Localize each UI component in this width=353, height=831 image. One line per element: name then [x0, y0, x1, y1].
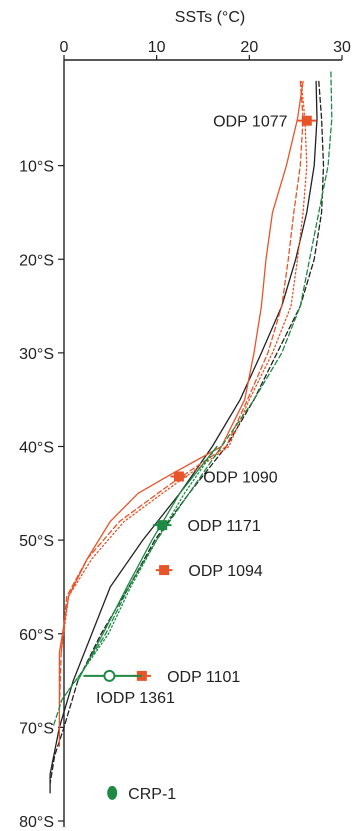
- series-line-4: [58, 80, 304, 710]
- odp-1077-label: ODP 1077: [213, 114, 288, 131]
- x-tick-label: 30: [333, 39, 351, 56]
- crp-1-label: CRP-1: [128, 786, 176, 803]
- site-crp-1: CRP-1: [107, 785, 176, 803]
- odp-1094-marker: [159, 565, 170, 576]
- series-line-5: [60, 80, 308, 654]
- y-tick-label: 10°S: [19, 159, 54, 176]
- y-tick-label: 80°S: [19, 814, 54, 831]
- series-line-6: [52, 71, 333, 729]
- site-iodp-1361: IODP 1361: [83, 669, 175, 707]
- y-axis: 10°S 20°S 30°S 40°S 50°S 60°S 70°S 80°S: [19, 60, 65, 831]
- site-odp-1077: ODP 1077: [213, 114, 317, 131]
- crp-1-marker: [107, 785, 118, 800]
- x-tick-label: 20: [240, 39, 258, 56]
- odp-1090-marker: [173, 471, 184, 482]
- site-odp-1171: ODP 1171: [152, 518, 261, 535]
- series-line-1: [49, 80, 318, 794]
- sites-layer: ODP 1077 ODP 1090 ODP 1171 ODP 1094 ODP 1101…: [83, 114, 317, 803]
- x-tick-label: 10: [148, 39, 166, 56]
- odp-1090-label: ODP 1090: [203, 469, 278, 486]
- odp-1077-marker: [301, 115, 312, 126]
- odp-1094-label: ODP 1094: [188, 563, 263, 580]
- y-tick-label: 40°S: [19, 440, 54, 457]
- y-tick-label: 70°S: [19, 720, 54, 737]
- site-odp-1094: ODP 1094: [155, 563, 263, 580]
- site-odp-1101: ODP 1101: [132, 669, 240, 686]
- y-tick-label: 50°S: [19, 533, 54, 550]
- odp-1171-marker: [157, 520, 168, 531]
- iodp-1361-label: IODP 1361: [96, 690, 175, 707]
- y-tick-label: 30°S: [19, 346, 54, 363]
- x-tick-label: 0: [60, 39, 69, 56]
- x-axis: 0 10 20 30: [60, 39, 351, 61]
- y-tick-label: 20°S: [19, 252, 54, 269]
- iodp-1361-marker: [103, 669, 116, 682]
- odp-1101-label: ODP 1101: [167, 669, 240, 686]
- site-odp-1090: ODP 1090: [170, 469, 278, 486]
- series-line-7: [77, 445, 218, 682]
- y-tick-label: 60°S: [19, 627, 54, 644]
- series-line-8: [67, 445, 218, 691]
- odp-1171-label: ODP 1171: [187, 518, 260, 535]
- series-layer: [49, 71, 333, 794]
- x-axis-title: SSTs (°C): [175, 9, 245, 26]
